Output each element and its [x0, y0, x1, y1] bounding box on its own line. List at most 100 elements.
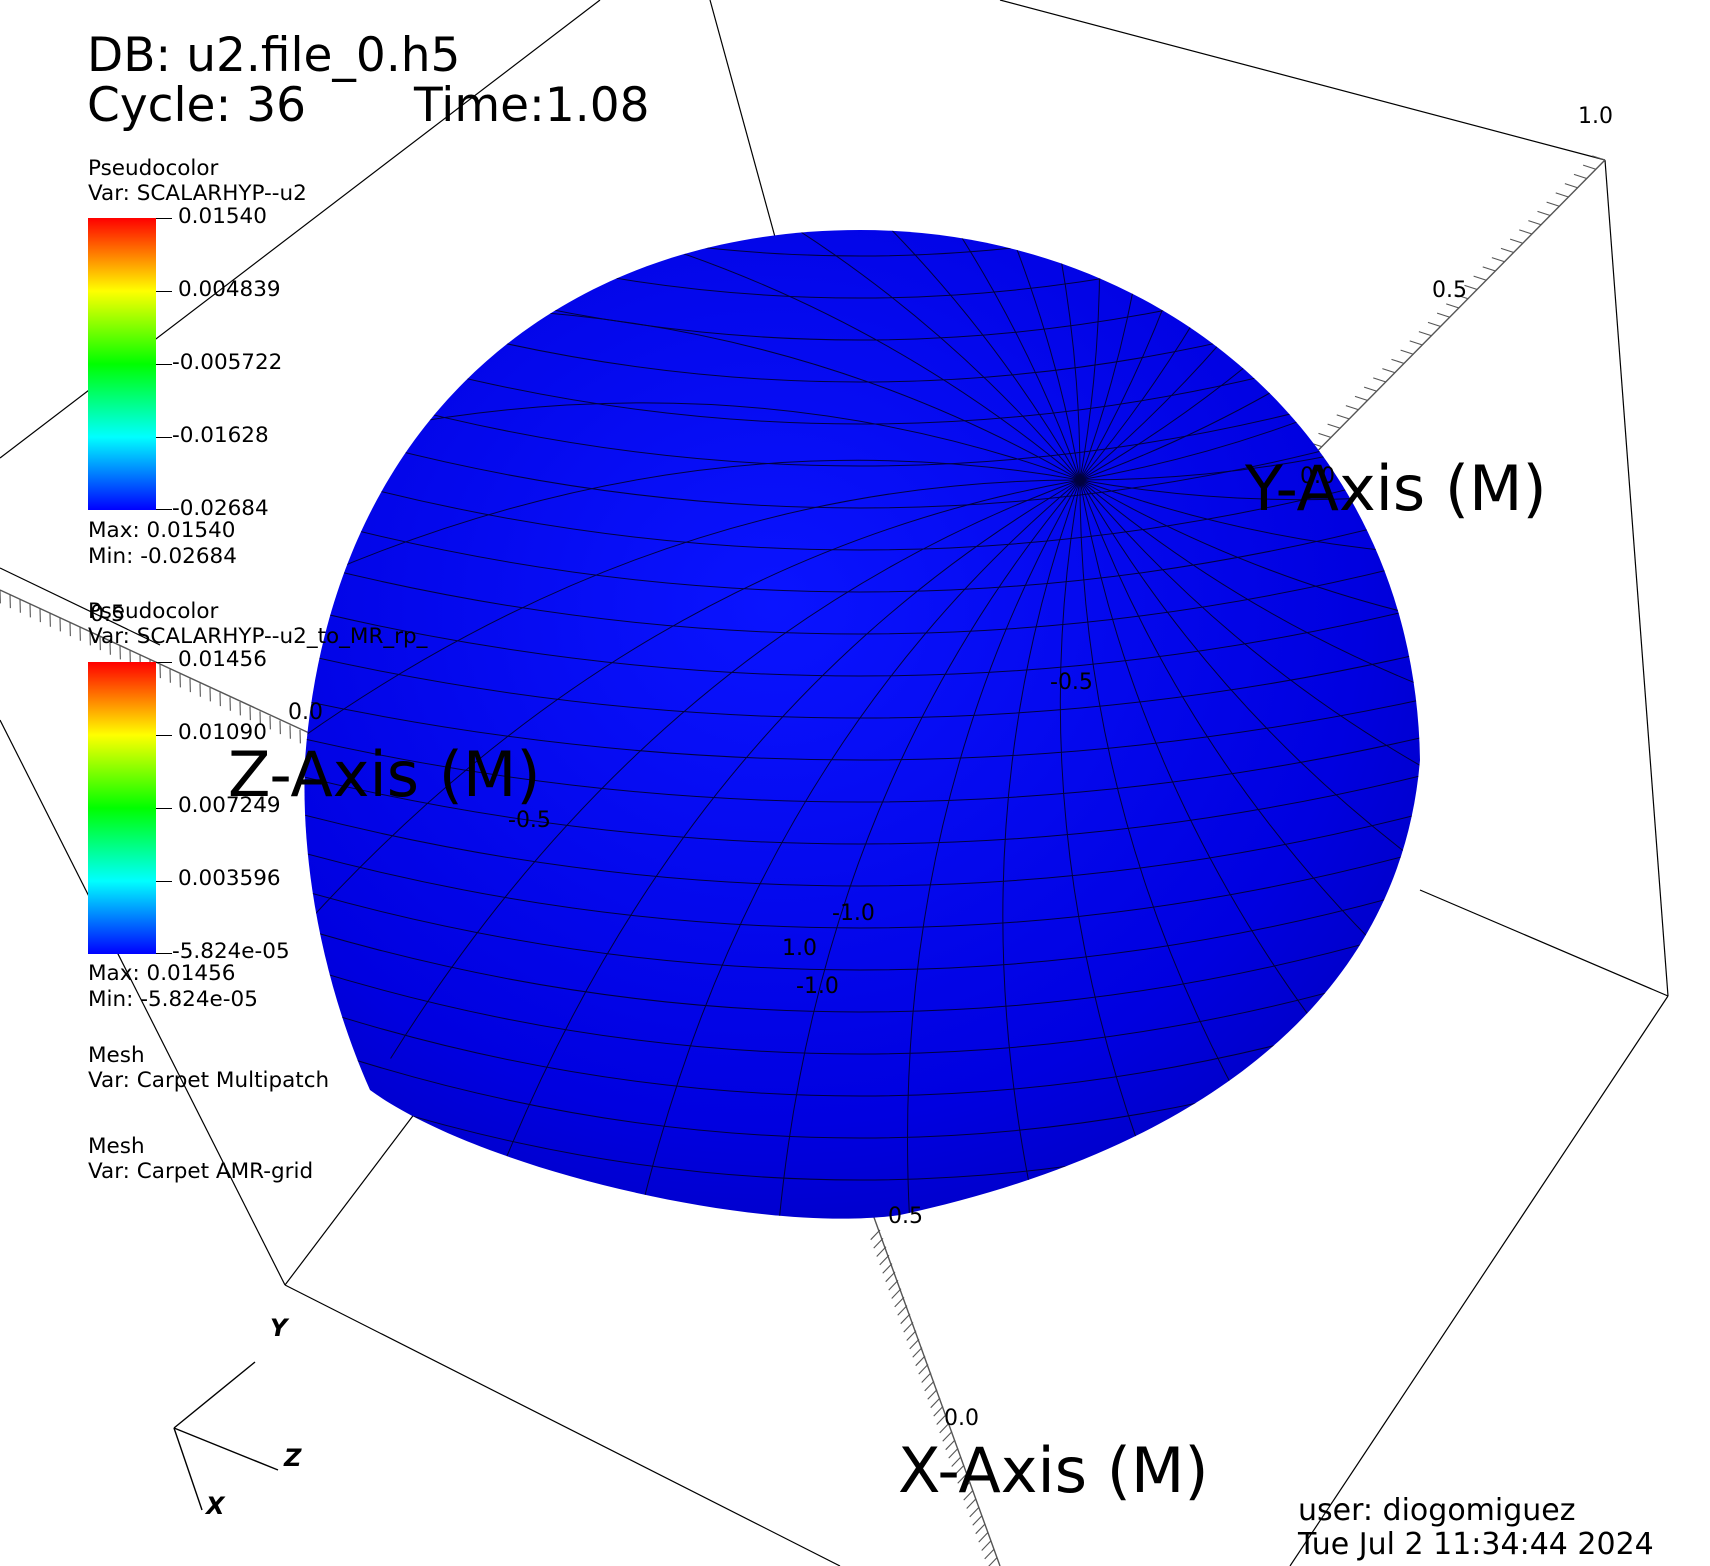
mesh-line — [1079, 479, 1420, 931]
bounding-box — [0, 0, 1669, 1566]
axis-minor-tick — [951, 1456, 962, 1467]
legend-2-tick-mark — [156, 808, 172, 809]
axis-minor-tick — [1382, 368, 1396, 374]
legend-2-tick-mark — [156, 953, 172, 954]
axis-minor-tick — [876, 1246, 887, 1257]
mesh-line — [923, 230, 1101, 481]
axis-minor-tick — [988, 1557, 998, 1566]
axis-minor-tick — [885, 1271, 896, 1283]
axis-minor-tick — [960, 1481, 971, 1493]
axis-minor-tick — [882, 1263, 893, 1274]
legend-2-tick-label: 0.003596 — [178, 866, 281, 891]
axis-minor-tick — [1446, 303, 1460, 309]
axis-tick-marks — [0, 155, 1606, 1566]
x-axis-title: X-Axis (M) — [898, 1434, 1209, 1507]
legend-1-var: Var: SCALARHYP--u2 — [88, 181, 307, 206]
axis-minor-tick — [1482, 266, 1496, 272]
legend-1-color-bar — [88, 218, 156, 510]
mesh-line — [629, 479, 1081, 1219]
legend-2-tick-label: 0.007249 — [178, 793, 281, 818]
mesh-line — [1079, 230, 1253, 481]
axis-minor-tick — [1363, 386, 1378, 392]
mesh-1-var: Var: Carpet Multipatch — [88, 1068, 330, 1093]
mesh-line — [1079, 479, 1420, 1170]
mesh-line — [1079, 230, 1420, 481]
axis-minor-tick — [1582, 164, 1597, 170]
y-tick-label: -0.5 — [1050, 670, 1093, 695]
legend-1-tick-mark — [156, 364, 172, 365]
axis-minor-tick — [1373, 377, 1387, 383]
mesh-line — [1079, 479, 1420, 1059]
mesh-line — [1079, 479, 1420, 789]
mesh-line — [1079, 230, 1420, 481]
axis-minor-tick — [930, 1397, 941, 1409]
axis-minor-tick — [897, 1305, 908, 1316]
triad-z-label: Z — [284, 1444, 302, 1472]
axis-minor-tick — [1537, 210, 1551, 217]
mesh-line — [304, 1003, 1420, 1097]
axis-minor-tick — [888, 1280, 899, 1291]
z-tick-label: 0.0 — [288, 700, 323, 725]
axis-minor-tick — [1327, 423, 1341, 429]
legend-2-tick-label: 0.01456 — [178, 647, 267, 672]
axis-minor-tick — [981, 1540, 992, 1551]
mesh-line — [1079, 479, 1420, 1219]
axis-minor-tick — [1409, 340, 1423, 346]
mesh-line — [304, 230, 1420, 257]
z-axis-title: Z-Axis (M) — [228, 738, 541, 811]
mesh-line — [501, 479, 1081, 1170]
mesh-1-plot-type: Mesh — [88, 1043, 145, 1068]
legend-2-tick-mark — [156, 662, 172, 663]
axis-minor-tick — [915, 1355, 926, 1367]
legend-1-tick-label: -0.005722 — [172, 350, 283, 375]
axis-minor-tick — [879, 1254, 890, 1266]
legend-1-tick-label: -0.01628 — [172, 423, 269, 448]
x-tick-label: 1.0 — [782, 936, 817, 961]
axis-minor-tick — [900, 1313, 911, 1325]
mesh-line — [1059, 479, 1237, 1219]
axis-minor-tick — [918, 1364, 929, 1375]
axis-minor-tick — [1528, 220, 1542, 226]
x-tick-label: 0.0 — [944, 1406, 979, 1431]
axis-minor-tick — [1336, 414, 1350, 420]
mesh-line — [304, 607, 1420, 677]
axis-minor-tick — [873, 1238, 884, 1249]
axis-minor-tick — [903, 1322, 914, 1333]
axis-minor-tick — [1564, 183, 1578, 189]
mesh-line — [1079, 230, 1420, 481]
mesh-line — [304, 889, 1420, 971]
legend-1-tick-mark — [156, 437, 172, 438]
legend-1-tick-label: 0.004839 — [178, 277, 281, 302]
axis-minor-tick — [870, 1229, 881, 1241]
y-tick-label: -1.0 — [832, 901, 875, 926]
legend-1-tick-label: -0.02684 — [172, 496, 269, 521]
axis-minor-tick — [978, 1532, 989, 1543]
user-label: user: diogomiguez — [1298, 1493, 1576, 1528]
mesh-line — [304, 965, 1420, 1055]
y-axis-title: Y-Axis (M) — [1245, 452, 1547, 525]
axis-minor-tick — [948, 1448, 959, 1459]
mesh-2-var: Var: Carpet AMR-grid — [88, 1159, 314, 1184]
time-label: Time:1.08 — [414, 78, 650, 133]
triad-x-label: X — [206, 1492, 225, 1520]
axis-minor-tick — [933, 1406, 944, 1417]
legend-1-plot-type: Pseudocolor — [88, 156, 219, 181]
mesh-line — [304, 851, 1420, 929]
axis-minor-tick — [894, 1296, 905, 1308]
mesh-line — [1079, 230, 1420, 481]
mesh-line — [501, 230, 1081, 481]
z-tick-label: 0.5 — [90, 602, 125, 627]
axis-minor-tick — [942, 1431, 953, 1442]
legend-1-min: Min: -0.02684 — [88, 544, 237, 569]
mesh-line — [304, 230, 1081, 481]
mesh-line — [1079, 479, 1420, 653]
legend-1-max: Max: 0.01540 — [88, 518, 236, 543]
axis-minor-tick — [1318, 432, 1332, 439]
axis-minor-tick — [1519, 229, 1533, 235]
z-tick-label: -1.0 — [796, 974, 839, 999]
mesh-line — [304, 775, 1420, 845]
axis-minor-tick — [909, 1338, 920, 1350]
legend-1-tick-label: 0.01540 — [178, 204, 267, 229]
axis-minor-tick — [1500, 247, 1514, 254]
